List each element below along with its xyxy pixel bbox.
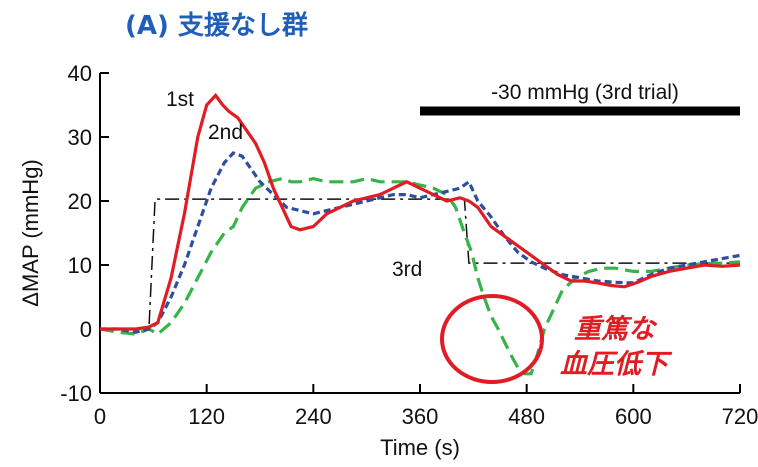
y-tick-label: 30 — [68, 125, 92, 150]
chart-title: (A) 支援なし群 — [125, 11, 308, 41]
series-2nd-line — [100, 151, 741, 334]
y-tick-label: 40 — [68, 61, 92, 86]
label-3rd: 3rd — [392, 258, 422, 281]
x-axis-label: Time (s) — [380, 435, 460, 460]
series-1st-line — [100, 92, 741, 331]
x-tick-label: 480 — [508, 404, 545, 429]
x-tick-label: 120 — [188, 404, 225, 429]
y-tick-label: 20 — [68, 189, 92, 214]
highlight-circle — [440, 294, 544, 384]
highlight-text-line2: 血圧低下 — [560, 349, 673, 380]
x-tick-label: 0 — [94, 404, 106, 429]
y-tick-label: -10 — [60, 381, 92, 406]
x-tick-label: 600 — [615, 404, 652, 429]
x-tick-label: 360 — [402, 404, 439, 429]
condition-bar-label: -30 mmHg (3rd trial) — [491, 81, 679, 104]
series-3rd-line — [99, 176, 741, 376]
x-tick-label: 240 — [295, 404, 332, 429]
highlight-text-line1: 重篤な — [574, 314, 658, 345]
x-tick-label: 720 — [722, 404, 758, 429]
y-axis-label: ΔMAP (mmHg) — [18, 159, 43, 307]
y-tick-label: 10 — [68, 253, 92, 278]
y-tick-label: 0 — [80, 317, 92, 342]
label-2nd: 2nd — [208, 121, 243, 144]
label-1st: 1st — [166, 88, 194, 111]
